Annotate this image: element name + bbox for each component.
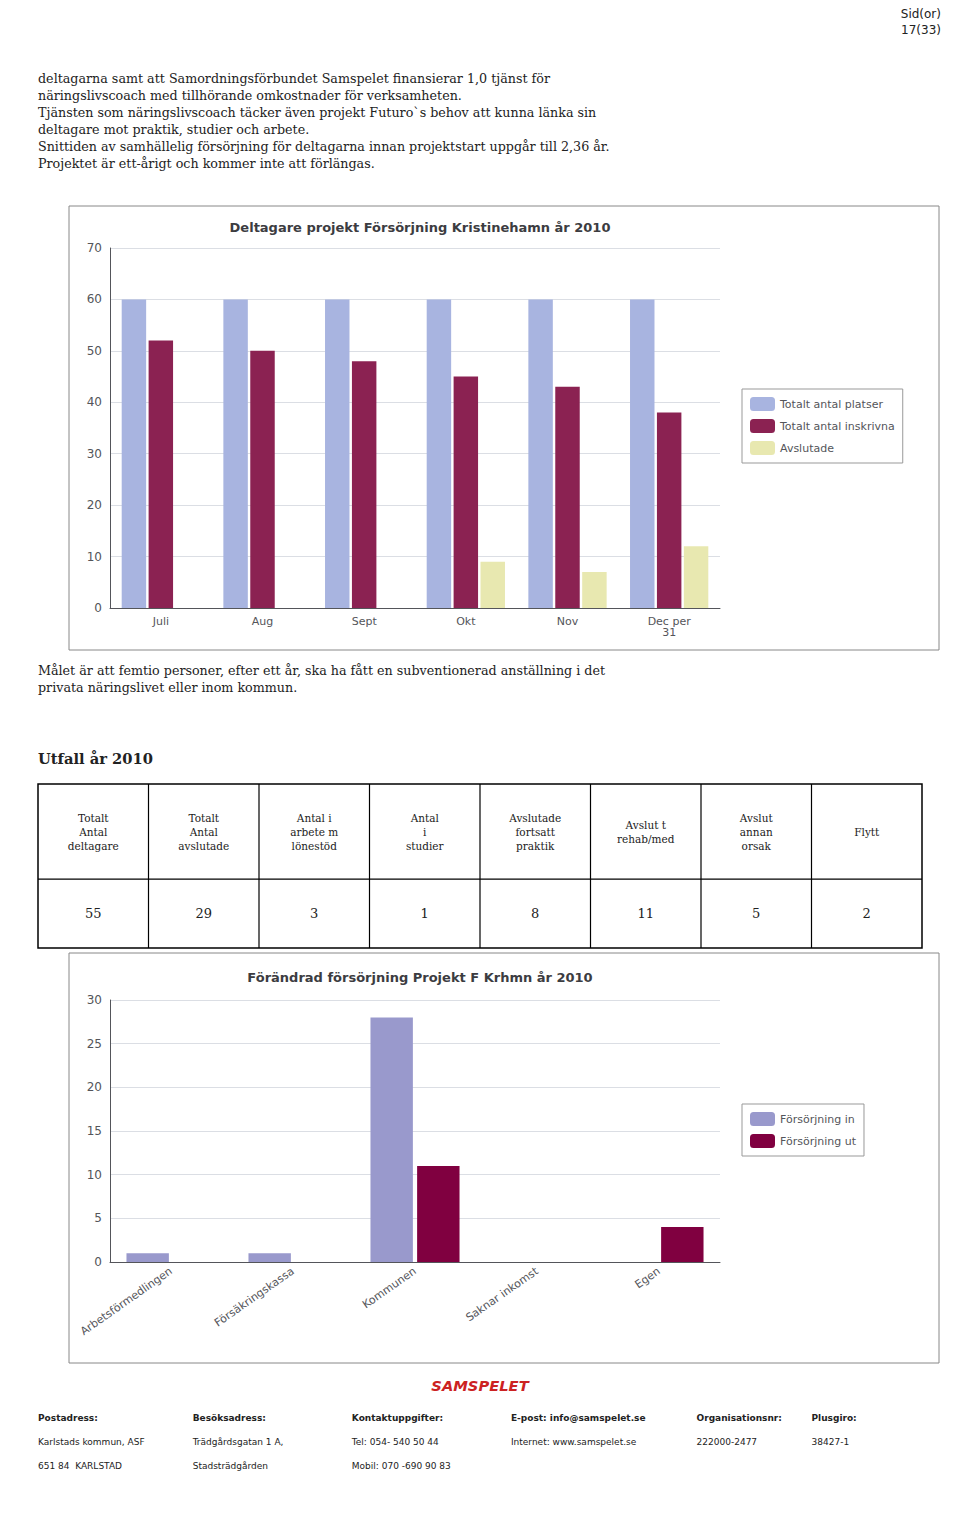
svg-text:20: 20	[87, 498, 102, 512]
svg-text:deltagare: deltagare	[68, 840, 119, 852]
svg-text:10: 10	[87, 550, 102, 564]
svg-text:Totalt: Totalt	[78, 812, 109, 824]
svg-text:SAMSPELET: SAMSPELET	[431, 1377, 529, 1394]
svg-text:1: 1	[421, 906, 429, 921]
svg-text:Organisationsnr:: Organisationsnr:	[697, 1413, 782, 1423]
svg-text:Stadsträdgården: Stadsträdgården	[193, 1461, 268, 1471]
svg-text:Tjänsten som näringslivscoach: Tjänsten som näringslivscoach täcker äve…	[38, 105, 596, 120]
svg-text:Egen: Egen	[633, 1265, 663, 1292]
svg-text:Sept: Sept	[352, 615, 378, 628]
svg-text:29: 29	[195, 906, 212, 921]
svg-text:25: 25	[87, 1037, 102, 1051]
svg-text:deltagare mot praktik, studier: deltagare mot praktik, studier och arbet…	[38, 122, 309, 137]
svg-text:studier: studier	[406, 840, 445, 852]
svg-text:Saknar inkomst: Saknar inkomst	[463, 1264, 541, 1324]
svg-text:0: 0	[94, 1255, 102, 1269]
svg-text:Totalt antal inskrivna: Totalt antal inskrivna	[779, 420, 895, 433]
svg-text:50: 50	[87, 344, 102, 358]
svg-text:Antal i: Antal i	[296, 812, 333, 824]
svg-text:Försäkringskassa: Försäkringskassa	[212, 1265, 297, 1330]
svg-text:30: 30	[87, 447, 102, 461]
svg-text:Arbetsförmedlingen: Arbetsförmedlingen	[78, 1265, 175, 1338]
svg-text:Juli: Juli	[152, 615, 169, 628]
svg-text:privata näringslivet eller ino: privata näringslivet eller inom kommun.	[38, 680, 297, 695]
svg-text:Aug: Aug	[252, 615, 273, 628]
svg-text:Förändrad försörjning Projekt: Förändrad försörjning Projekt F Krhmn år…	[247, 970, 592, 985]
svg-text:Besöksadress:: Besöksadress:	[193, 1413, 266, 1423]
svg-text:Avslut t: Avslut t	[625, 819, 667, 831]
svg-text:Avslutade: Avslutade	[780, 442, 834, 455]
svg-text:Utfall år 2010: Utfall år 2010	[38, 750, 153, 767]
svg-text:5: 5	[752, 906, 760, 921]
svg-text:deltagarna samt att Samordning: deltagarna samt att Samordningsförbundet…	[38, 71, 551, 86]
svg-text:11: 11	[637, 906, 654, 921]
svg-text:E-post: info@samspelet.se: E-post: info@samspelet.se	[511, 1413, 646, 1423]
svg-text:8: 8	[531, 906, 539, 921]
svg-text:Antal: Antal	[410, 812, 440, 824]
svg-text:Sid(or): Sid(or)	[901, 7, 941, 21]
svg-text:Okt: Okt	[456, 615, 476, 628]
svg-text:55: 55	[85, 906, 102, 921]
svg-text:30: 30	[87, 993, 102, 1007]
svg-text:Försörjning ut: Försörjning ut	[780, 1135, 857, 1148]
svg-text:38427-1: 38427-1	[812, 1437, 850, 1447]
svg-text:arbete m: arbete m	[290, 826, 338, 838]
svg-text:Tel: 054- 540 50 44: Tel: 054- 540 50 44	[351, 1437, 439, 1447]
svg-text:651 84 KARLSTAD: 651 84 KARLSTAD	[38, 1461, 122, 1471]
svg-text:annan: annan	[740, 826, 773, 838]
svg-text:Snittiden av samhällelig försö: Snittiden av samhällelig försörjning för…	[38, 139, 610, 154]
svg-text:Mobil: 070 -690 90 83: Mobil: 070 -690 90 83	[352, 1461, 451, 1471]
svg-text:Kommunen: Kommunen	[360, 1265, 419, 1312]
svg-text:Karlstads kommun, ASF: Karlstads kommun, ASF	[38, 1437, 145, 1447]
svg-text:Totalt: Totalt	[188, 812, 219, 824]
svg-text:20: 20	[87, 1080, 102, 1094]
svg-text:70: 70	[87, 241, 102, 255]
svg-text:3: 3	[310, 906, 318, 921]
svg-text:Dec per: Dec per	[647, 615, 691, 628]
svg-text:5: 5	[94, 1211, 102, 1225]
svg-text:Internet: www.samspelet.se: Internet: www.samspelet.se	[511, 1437, 637, 1447]
svg-text:Deltagare projekt Försörjning: Deltagare projekt Försörjning Kristineha…	[230, 220, 611, 235]
svg-text:Försörjning in: Försörjning in	[780, 1113, 855, 1126]
svg-text:2: 2	[863, 906, 871, 921]
svg-text:Avslutade: Avslutade	[508, 812, 561, 824]
svg-text:Kontaktuppgifter:: Kontaktuppgifter:	[352, 1413, 443, 1423]
svg-text:näringslivscoach med tillhöran: näringslivscoach med tillhörande omkostn…	[38, 88, 462, 103]
svg-text:Målet är att femtio personer,: Målet är att femtio personer, efter ett …	[38, 663, 605, 678]
svg-text:Flytt: Flytt	[854, 826, 880, 838]
svg-text:40: 40	[87, 395, 102, 409]
svg-text:Totalt antal platser: Totalt antal platser	[779, 398, 883, 411]
svg-text:fortsatt: fortsatt	[515, 826, 555, 838]
svg-text:Nov: Nov	[557, 615, 579, 628]
svg-text:avslutade: avslutade	[178, 840, 229, 852]
svg-text:Antal: Antal	[78, 826, 108, 838]
svg-text:17(33): 17(33)	[901, 23, 941, 37]
svg-text:31: 31	[662, 626, 676, 639]
svg-text:Postadress:: Postadress:	[38, 1413, 98, 1423]
svg-text:Avslut: Avslut	[739, 812, 774, 824]
svg-text:Trädgårdsgatan 1 A,: Trädgårdsgatan 1 A,	[192, 1437, 284, 1447]
svg-text:lönestöd: lönestöd	[292, 840, 338, 852]
svg-text:0: 0	[94, 601, 102, 615]
svg-text:Projektet är ett-årigt och kom: Projektet är ett-årigt och kommer inte a…	[38, 156, 375, 171]
svg-text:10: 10	[87, 1168, 102, 1182]
svg-text:orsak: orsak	[742, 840, 772, 852]
svg-text:60: 60	[87, 292, 102, 306]
svg-text:praktik: praktik	[516, 840, 555, 852]
svg-text:15: 15	[87, 1124, 102, 1138]
svg-text:Plusgiro:: Plusgiro:	[812, 1413, 857, 1423]
svg-text:i: i	[423, 826, 427, 838]
svg-text:222000-2477: 222000-2477	[697, 1437, 758, 1447]
svg-text:Antal: Antal	[189, 826, 219, 838]
svg-text:rehab/med: rehab/med	[617, 833, 675, 845]
